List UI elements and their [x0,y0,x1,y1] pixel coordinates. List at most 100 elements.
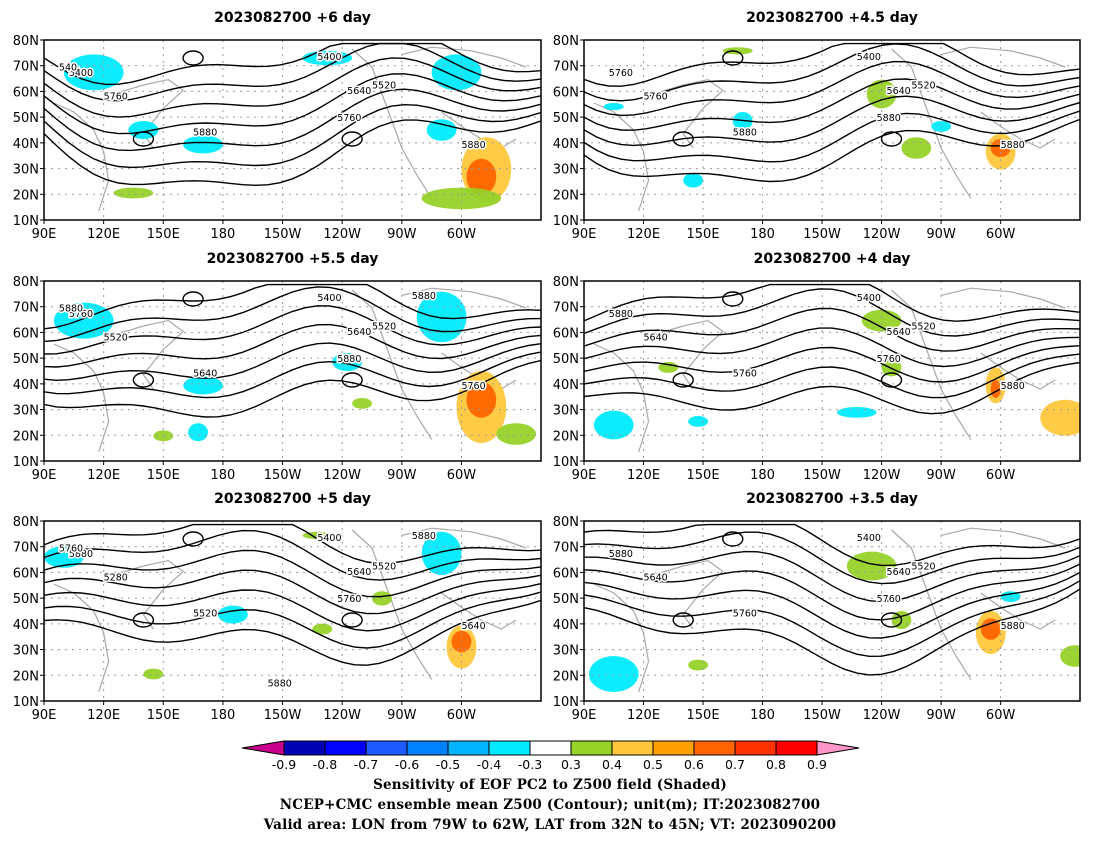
sensitivity-patch [312,623,333,635]
contour-label: 5400 [69,68,93,79]
lat-label: 50N [553,111,579,126]
z500-contour [44,57,541,118]
lat-label: 20N [553,429,579,444]
closed-contour [880,372,903,388]
lon-label: 180 [211,227,236,242]
z500-contour [44,119,541,187]
sensitivity-patch [901,137,932,159]
lon-label: 90W [387,708,417,723]
z500-contour [44,286,541,343]
lon-label: 60W [447,708,477,723]
contour-label: 5880 [1001,621,1025,632]
sensitivity-patch [1000,591,1021,602]
lon-label: 150E [147,227,180,242]
map-panel-3: 2023082700 +5.5 day540055205640552056405… [13,251,542,483]
lat-label: 70N [553,541,579,556]
sensitivity-patch [866,79,897,109]
lat-label: 50N [553,352,579,367]
contour-label: 5400 [857,293,881,304]
lon-label: 150E [147,708,180,723]
lon-label: 150W [803,227,841,242]
panel-plot-area: 5400552056405280552056405760588057605880… [44,521,541,701]
contour-label: 5880 [461,140,485,151]
panel-frame [43,520,542,702]
sensitivity-patch [688,416,709,427]
contour-label: 5760 [877,354,901,365]
sensitivity-patch [931,121,952,132]
z500-contour [44,42,541,102]
lon-label: 90W [926,227,956,242]
panel-title: 2023082700 +3.5 day [746,491,918,507]
coastline [891,48,972,199]
sensitivity-patch [421,187,502,210]
sensitivity-patch [53,302,114,339]
sensitivity-patch [603,103,624,111]
coastline [401,287,527,309]
panel-frame [583,39,1081,221]
lon-label: 90E [32,708,57,723]
contour-label: 5640 [347,567,371,578]
lon-label: 120W [863,468,901,483]
z500-contour [584,43,1080,102]
lat-label: 60N [553,566,579,581]
colorbar-swatch [406,740,449,756]
coastline [351,289,433,440]
panel-title: 2023082700 +5 day [214,491,371,507]
colorbar-tick-label: -0.9 [272,757,296,772]
contour-label: 5760 [337,113,361,124]
lon-label: 120W [863,227,901,242]
contour-label: 5640 [887,327,911,338]
sensitivity-patch [302,50,353,66]
z500-contour [584,327,1080,368]
lat-label: 10N [553,695,579,710]
contour-label: 5640 [461,621,485,632]
z500-contour [584,110,1080,163]
lat-label: 70N [553,301,579,316]
colorbar-swatch [693,740,736,756]
coastline [351,529,433,680]
colorbar-tick-label: -0.3 [518,757,542,772]
contour-label: 5280 [104,572,128,583]
panel-frame [43,280,542,462]
sensitivity-patch [466,381,497,418]
contour-label: 5400 [857,533,881,544]
contour-label: 5520 [911,81,935,92]
colorbar-swatch [529,740,572,756]
z500-contour [584,307,1080,352]
closed-contour [341,131,363,147]
z500-contour [584,531,1080,585]
lat-label: 80N [553,34,579,49]
lat-label: 30N [553,404,579,419]
sensitivity-patch [688,659,709,671]
lat-label: 60N [13,566,39,581]
contour-label: 5760 [877,594,901,605]
lon-label: 120W [323,708,361,723]
z500-contour [584,523,1080,567]
lon-label: 120W [323,227,361,242]
lat-label: 30N [13,404,39,419]
contour-label: 5520 [911,322,935,333]
z500-contour [44,351,541,399]
contour-label: 5520 [104,332,128,343]
lon-label: 120E [87,468,120,483]
z500-contour [584,95,1080,147]
lon-label: 90W [387,227,417,242]
lat-label: 10N [13,214,39,229]
lon-label: 150E [687,227,720,242]
lat-label: 40N [553,618,579,633]
coastline [891,529,972,680]
lon-label: 60W [986,227,1016,242]
panel-frame [583,280,1081,462]
coastline [53,583,110,693]
lat-label: 30N [553,163,579,178]
lon-label: 150W [264,708,302,723]
contour-label: 5400 [317,533,341,544]
map-panel-6: 2023082700 +3.5 day540055205640564057605… [553,491,1081,723]
coastline [593,583,650,693]
closed-contour [132,612,155,628]
sensitivity-patch [588,656,639,692]
lon-label: 90W [387,468,417,483]
contour-label: 5880 [268,679,292,690]
